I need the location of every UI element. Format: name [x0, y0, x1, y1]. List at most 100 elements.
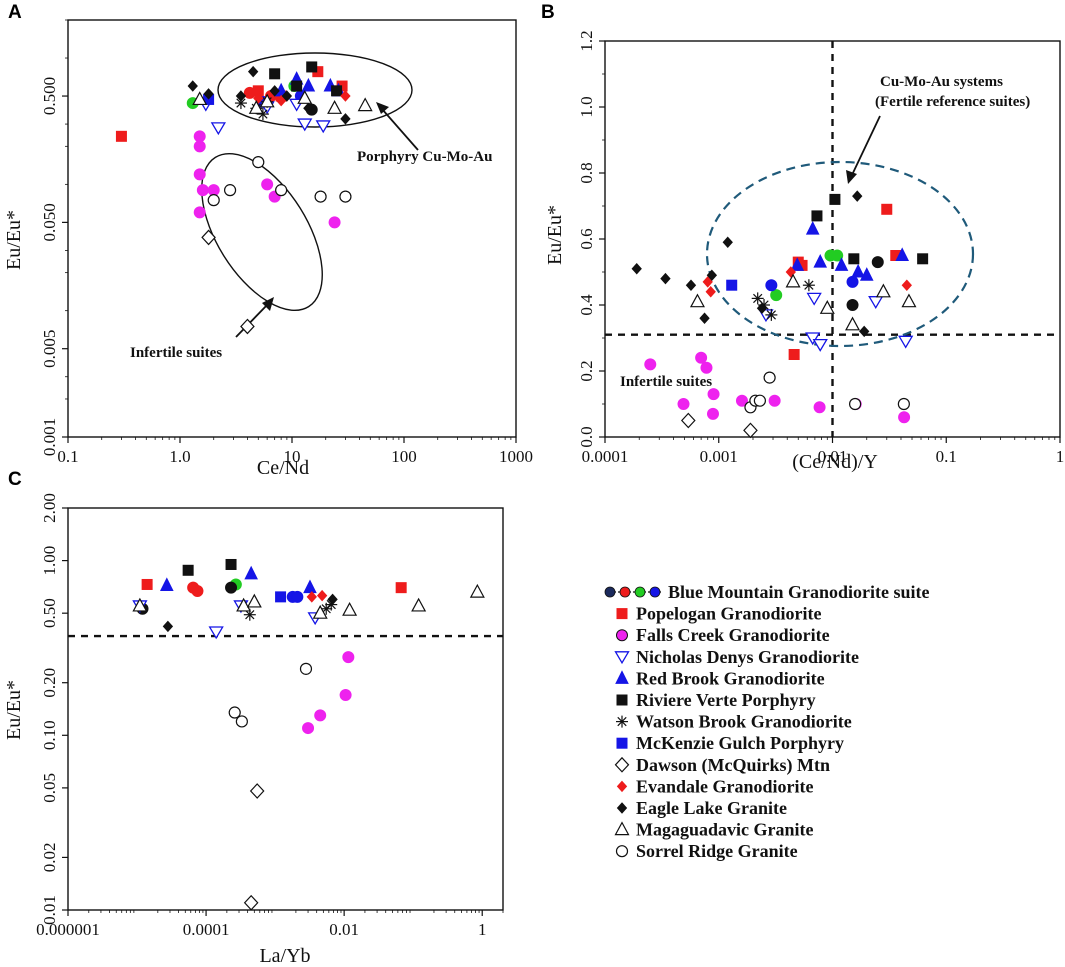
panel-letter-a: A	[8, 2, 22, 23]
panel-b-point-dawson-mcquirks-mtn	[680, 412, 696, 429]
panel-b-point-sorrel-ridge-granite	[753, 394, 766, 407]
panel-b-point-red-brook-granodiorite	[859, 267, 874, 281]
panel-c-point-falls-creek-granodiorite	[342, 651, 355, 664]
panel-c-point-magaguadavic-granite	[132, 597, 148, 612]
panel-b-point-watson-brook-granodiorite	[765, 308, 778, 321]
legend-marker	[616, 694, 628, 706]
black-diamond-icon	[616, 802, 628, 814]
panel-a-point-nicholas-denys-granodiorite	[297, 118, 313, 132]
panel-a-point-sorrel-ridge-granite	[252, 156, 265, 169]
panel-b-point-popelogan-granodiorite	[788, 349, 800, 360]
panel-a-ytick-label: 0.001	[40, 418, 59, 456]
panel-letter-b: B	[541, 2, 555, 23]
legend-label: Evandale Granodiorite	[636, 776, 814, 796]
panel-a-point-red-brook-granodiorite	[301, 77, 316, 92]
legend-label: Watson Brook Granodiorite	[636, 712, 852, 732]
panel-a-point-dawson-mcquirks-mtn	[201, 229, 216, 246]
panel-c-point-watson-brook-granodiorite	[243, 608, 256, 621]
panel-b-cumoau-label: Cu-Mo-Au systems	[880, 74, 1003, 90]
panel-c-ylabel: Eu/Eu*	[3, 680, 25, 740]
open-down-triangle-icon	[614, 651, 630, 665]
panel-b-point-red-brook-granodiorite	[834, 257, 849, 271]
open-diamond-icon	[614, 756, 630, 773]
panel-c-ytick-label: 0.50	[40, 598, 59, 628]
panel-b-point-falls-creek-granodiorite	[700, 361, 713, 374]
panel-b-point-riviere-verte-porphyry	[917, 253, 929, 265]
panel-b-point-eagle-lake-granite	[722, 236, 733, 249]
panel-c-frame	[67, 507, 504, 911]
panel-b-point-magaguadavic-granite	[901, 293, 917, 308]
panel-a-point-dawson-mcquirks-mtn	[240, 318, 255, 335]
panel-b-point-sorrel-ridge-granite	[848, 397, 862, 411]
panel-c-ytick-label: 0.10	[40, 720, 59, 750]
panel-a-xtick-label: 1.0	[169, 447, 190, 466]
panel-b-point-evandale-granodiorite	[901, 279, 912, 291]
panel-a-point-sorrel-ridge-granite	[275, 184, 288, 197]
panel-a-point-falls-creek-granodiorite	[193, 168, 206, 181]
panel-c-point-magaguadavic-granite	[411, 597, 427, 612]
panel-c-point-red-brook-granodiorite	[160, 577, 174, 592]
infertile-arrow	[235, 303, 269, 338]
magenta-circle-icon	[616, 629, 628, 642]
panel-a-point-sorrel-ridge-granite	[339, 190, 352, 203]
panel-b-point-blue-mountain-granodiorite-suite-blue	[846, 275, 859, 288]
panel-c-point-mckenzie-gulch-porphyry	[275, 591, 287, 603]
panel-a-point-falls-creek-granodiorite	[193, 140, 206, 153]
panel-c-ytick-label: 0.02	[40, 843, 59, 873]
panel-c-point-falls-creek-granodiorite	[314, 709, 327, 722]
panel-c-xtick-label: 0.01	[329, 920, 359, 939]
panel-a-point-riviere-verte-porphyry	[291, 80, 303, 92]
panel-c-point-red-brook-granodiorite	[303, 579, 317, 594]
panel-b-point-falls-creek-granodiorite	[898, 411, 911, 424]
panel-c-point-magaguadavic-granite	[342, 601, 358, 616]
panel-b-point-evandale-granodiorite	[705, 286, 716, 298]
panel-c-point-magaguadavic-granite	[469, 583, 485, 598]
panel-b-point-eagle-lake-granite	[852, 190, 863, 202]
panel-c-ytick-label: 0.05	[40, 773, 59, 803]
panel-a-xtick-label: 1000	[499, 447, 533, 466]
panel-c-point-riviere-verte-porphyry	[182, 564, 194, 576]
panel-c-point-dawson-mcquirks-mtn	[249, 783, 265, 799]
panel-c-point-red-brook-granodiorite	[244, 565, 258, 580]
panel-a-point-magaguadavic-granite	[259, 93, 275, 108]
panel-a-point-falls-creek-granodiorite	[207, 184, 220, 197]
panel-c-point-popelogan-granodiorite	[395, 582, 407, 594]
panel-a-point-riviere-verte-porphyry	[306, 61, 318, 73]
red-diamond-icon	[616, 780, 628, 793]
panel-a-point-sorrel-ridge-granite	[207, 194, 220, 207]
panel-a-point-evandale-granodiorite	[275, 94, 287, 107]
panel-b-xtick-label: 0.01	[818, 447, 848, 466]
panel-b-point-blue-mountain-granodiorite-suite-black	[846, 299, 859, 311]
panel-a-point-magaguadavic-granite	[327, 100, 343, 114]
panel-a: A 0.1 1.0 10 100 1000 0.001 0.005 0.050 0.500 Ce…	[3, 2, 533, 479]
legend-label: Magaguadavic Granite	[636, 820, 814, 840]
legend-label: Popelogan Granodiorite	[636, 604, 822, 624]
legend-marker	[614, 651, 630, 665]
panel-c-point-riviere-verte-porphyry	[225, 558, 237, 570]
panel-b-point-nicholas-denys-granodiorite	[812, 338, 828, 352]
panel-c-point-magaguadavic-granite	[246, 593, 262, 608]
legend-marker	[616, 737, 628, 749]
legend-item: Dawson (McQuirks) Mtn	[614, 755, 830, 776]
panel-a-point-falls-creek-granodiorite	[193, 206, 206, 219]
panel-b-point-falls-creek-granodiorite	[695, 351, 708, 364]
panel-c-axes: 0.000001 0.0001 0.01 1 0.01 0.02 0.05 0.10 0.20 0…	[36, 493, 504, 939]
legend-marker	[616, 780, 628, 793]
panel-b-point-eagle-lake-granite	[859, 325, 870, 338]
legend-label: Sorrel Ridge Granite	[636, 841, 798, 861]
legend: Blue Mountain Granodiorite suitePopeloga…	[604, 582, 930, 861]
panel-b-point-magaguadavic-granite	[785, 273, 801, 288]
panel-a-overlays	[201, 52, 419, 338]
panel-c-ytick-label: 2.00	[40, 493, 59, 523]
panel-b-fertile-label: (Fertile reference suites)	[875, 94, 1030, 110]
panel-b-point-magaguadavic-granite	[845, 316, 861, 331]
filled-circle-series-icon	[604, 586, 662, 598]
fertile-arrow	[851, 115, 881, 176]
panel-c-ytick-label: 0.01	[40, 895, 59, 925]
panel-c-point-sorrel-ridge-granite	[228, 706, 241, 719]
panel-c-point-eagle-lake-granite	[327, 593, 338, 606]
panel-a-point-nicholas-denys-granodiorite	[315, 120, 331, 134]
panel-b-xtick-label: 0.0001	[582, 447, 629, 466]
panel-a-xtick-label: 10	[284, 447, 301, 466]
panel-b-point-magaguadavic-granite	[689, 293, 705, 308]
